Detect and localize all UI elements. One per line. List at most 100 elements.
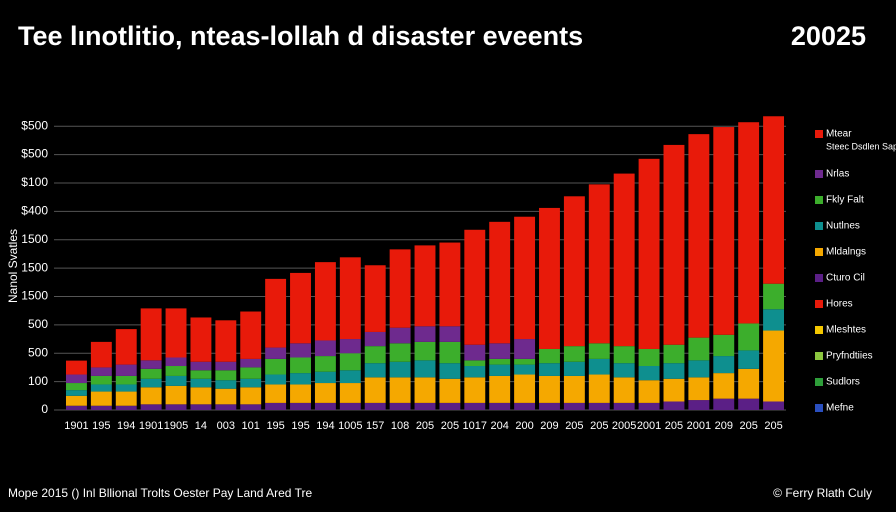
x-tick-label: 2001: [637, 420, 661, 432]
bar-segment: [514, 339, 536, 359]
legend-label: Mtear: [826, 129, 852, 140]
bar-segment: [588, 358, 610, 375]
y-tick-label: $100: [21, 175, 48, 189]
bar-segment: [638, 380, 660, 403]
bar-segment: [613, 346, 635, 364]
bar-segment: [514, 374, 536, 403]
legend-swatch: [815, 130, 823, 138]
bar-segment: [65, 374, 87, 384]
legend-label: Mleshtes: [826, 325, 866, 336]
bar-segment: [364, 331, 386, 347]
bar-segment: [240, 311, 262, 359]
bar-segment: [65, 405, 87, 410]
bar-segment: [115, 329, 137, 365]
bar-segment: [240, 358, 262, 368]
bar-segment: [414, 245, 436, 327]
legend-swatch: [815, 326, 823, 334]
bar-segment: [738, 350, 760, 369]
bar-segment: [190, 404, 212, 410]
bar-segment: [738, 368, 760, 399]
bar-segment: [240, 378, 262, 388]
bar-segment: [489, 364, 511, 376]
bar-segment: [563, 346, 585, 362]
x-tick-label: 205: [764, 420, 782, 432]
bar-segment: [688, 400, 710, 410]
legend-label: Nrlas: [826, 169, 849, 180]
bar-segment: [364, 377, 386, 403]
bar-segment: [514, 216, 536, 340]
bar-segment: [389, 343, 411, 362]
bar-segment: [90, 391, 112, 406]
bar-segment: [514, 402, 536, 410]
bar-segment: [514, 358, 536, 365]
bar-segment: [190, 370, 212, 379]
bar-segment: [663, 363, 685, 379]
bar-segment: [439, 242, 461, 327]
bar-segment: [539, 348, 560, 364]
bar-segment: [140, 378, 162, 388]
x-tick-label: 2005: [612, 420, 636, 432]
legend-swatch: [815, 404, 823, 412]
bar-segment: [489, 402, 511, 410]
bar-segment: [638, 158, 660, 349]
legend-swatch: [815, 222, 823, 230]
bar-segment: [688, 134, 710, 338]
legend-label: Fkly Falt: [826, 195, 864, 206]
chart-title-year: 20025: [791, 21, 866, 51]
x-tick-label: 2001: [687, 420, 711, 432]
bar-segment: [588, 184, 610, 344]
bar-segment: [265, 374, 287, 385]
bar-segment: [663, 401, 685, 410]
bar-segment: [613, 402, 635, 410]
x-tick-label: 1901: [139, 420, 163, 432]
bar-segment: [364, 265, 386, 332]
bar-segment: [115, 375, 137, 385]
footer-left: Mope 2015 () Inl Bllional Trolts Oester …: [8, 486, 312, 500]
bar-segment: [290, 402, 311, 410]
bar-segment: [165, 308, 187, 358]
legend-swatch: [815, 170, 823, 178]
bar-segment: [165, 404, 187, 410]
bar-segment: [613, 173, 635, 347]
x-tick-label: 209: [715, 420, 733, 432]
bar-segment: [314, 402, 336, 410]
bar-segment: [563, 375, 585, 403]
bar-segment: [339, 257, 361, 340]
x-tick-label: 101: [242, 420, 260, 432]
bar-segment: [738, 323, 760, 351]
bar-segment: [588, 374, 610, 403]
bar-segment: [140, 404, 162, 410]
legend-swatch: [815, 196, 823, 204]
bar-segment: [464, 344, 486, 361]
bar-segment: [190, 361, 212, 371]
bar-segment: [414, 360, 436, 378]
bar-segment: [339, 383, 361, 403]
bar-segment: [663, 144, 685, 345]
legend-swatch: [815, 378, 823, 386]
bar-segment: [290, 272, 311, 344]
bar-segment: [563, 402, 585, 410]
bar-segment: [314, 356, 336, 372]
bar-segment: [90, 367, 112, 376]
legend-label: Cturo Cil: [826, 273, 865, 284]
bar-segment: [190, 387, 212, 405]
x-tick-label: 1901: [64, 420, 88, 432]
bar-segment: [65, 395, 87, 406]
bar-segment: [364, 346, 386, 364]
x-tick-label: 205: [739, 420, 757, 432]
legend-swatch: [815, 300, 823, 308]
bar-segment: [389, 327, 411, 344]
y-tick-label: $500: [21, 118, 48, 132]
bar-segment: [90, 405, 112, 410]
legend-label: Hores: [826, 299, 853, 310]
bar-segment: [638, 366, 660, 381]
bar-segment: [265, 347, 287, 359]
x-tick-label: 1017: [463, 420, 487, 432]
bar-segment: [738, 122, 760, 324]
bar-segment: [65, 390, 87, 396]
x-tick-label: 195: [266, 420, 284, 432]
bar-segment: [165, 357, 187, 367]
x-tick-label: 1005: [338, 420, 362, 432]
bar-segment: [489, 358, 511, 365]
bar-segment: [140, 387, 162, 405]
